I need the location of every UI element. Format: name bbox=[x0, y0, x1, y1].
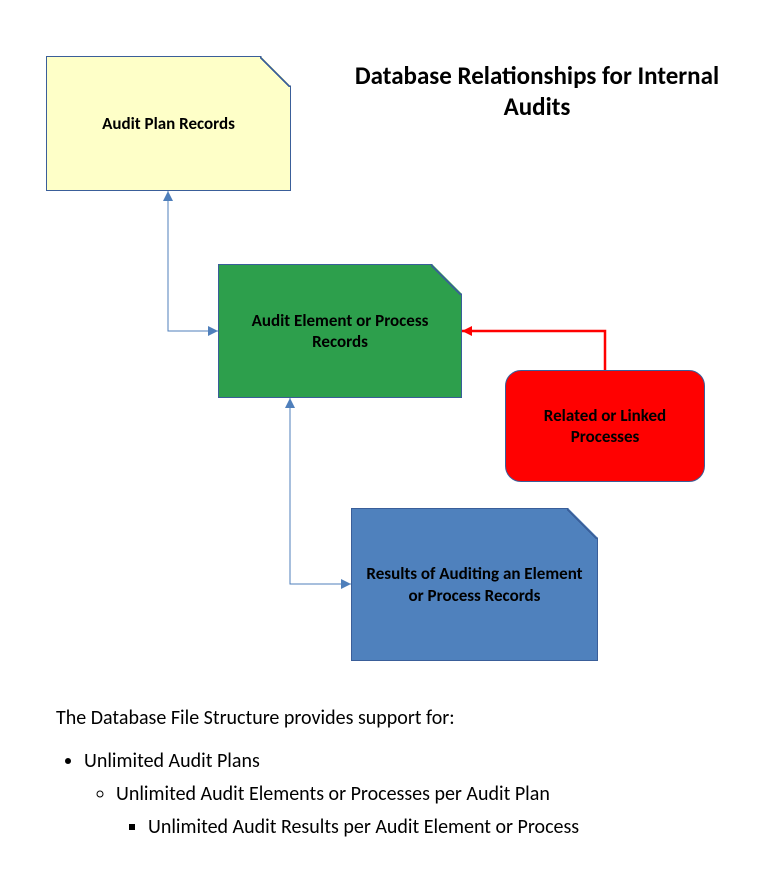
bullet-level-2: Unlimited Audit Elements or Processes pe… bbox=[116, 780, 716, 842]
bullet-level-3: Unlimited Audit Results per Audit Elemen… bbox=[148, 813, 716, 842]
bullet-text: Unlimited Audit Plans bbox=[84, 749, 260, 773]
node-label: Related or Linked Processes bbox=[514, 405, 696, 448]
node-label: Audit Plan Records bbox=[102, 113, 235, 134]
node-audit-plan-records: Audit Plan Records bbox=[46, 56, 291, 191]
diagram-title: Database Relationships for Internal Audi… bbox=[352, 60, 722, 123]
bullet-level-1: Unlimited Audit Plans Unlimited Audit El… bbox=[84, 747, 716, 842]
body-text-block: The Database File Structure provides sup… bbox=[56, 704, 716, 842]
node-label: Audit Element or Process Records bbox=[227, 310, 453, 353]
diagram-stage: { "diagram": { "type": "flowchart", "bac… bbox=[0, 0, 771, 884]
node-audit-element-process-records: Audit Element or Process Records bbox=[218, 264, 462, 398]
bullet-text: Unlimited Audit Elements or Processes pe… bbox=[116, 782, 550, 806]
bullet-list: Unlimited Audit Plans Unlimited Audit El… bbox=[56, 747, 716, 842]
node-related-linked-processes: Related or Linked Processes bbox=[505, 370, 705, 482]
body-intro: The Database File Structure provides sup… bbox=[56, 704, 716, 733]
node-label: Results of Auditing an Element or Proces… bbox=[360, 563, 589, 606]
node-results-of-auditing: Results of Auditing an Element or Proces… bbox=[351, 508, 598, 661]
bullet-text: Unlimited Audit Results per Audit Elemen… bbox=[148, 815, 579, 839]
